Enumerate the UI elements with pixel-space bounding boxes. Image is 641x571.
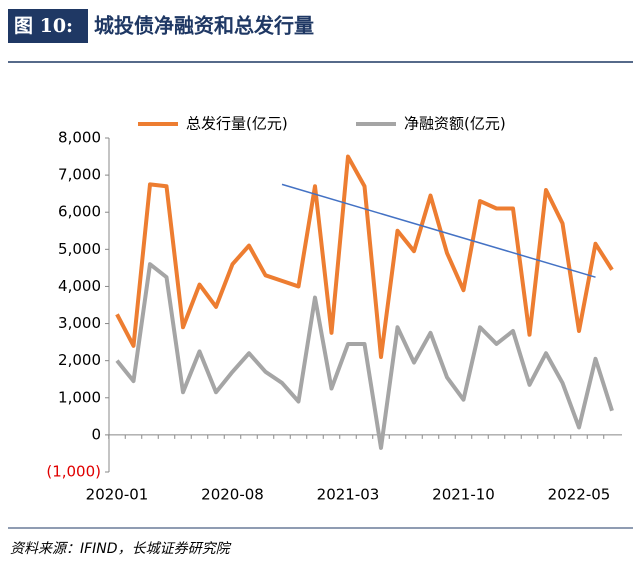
x-tick-label: 2022-05 — [548, 486, 611, 504]
legend-label: 净融资额(亿元) — [404, 115, 506, 133]
x-tick-label: 2020-08 — [201, 486, 264, 504]
figure-box — [8, 9, 88, 43]
chart-title: 城投债净融资和总发行量 — [94, 14, 314, 38]
y-tick-label: 7,000 — [58, 166, 101, 184]
y-tick-label: 2,000 — [58, 351, 101, 369]
legend-label: 总发行量(亿元) — [186, 115, 288, 133]
y-tick-label: 1,000 — [58, 388, 101, 406]
figure-label: 图 10: — [14, 15, 73, 37]
trendline — [281, 183, 596, 278]
y-tick-label: 6,000 — [58, 203, 101, 221]
y-tick-label: 0 — [91, 425, 101, 443]
series-line — [115, 262, 614, 450]
y-tick-label: 5,000 — [58, 240, 101, 258]
y-tick-label: (1,000) — [46, 463, 101, 481]
x-tick-label: 2021-03 — [317, 486, 380, 504]
source: 资料来源：IFIND，长城证券研究院 — [10, 541, 232, 557]
y-tick-label: 3,000 — [58, 314, 101, 332]
y-tick-label: 4,000 — [58, 277, 101, 295]
x-tick-label: 2021-10 — [432, 486, 495, 504]
series-line — [115, 154, 614, 359]
x-tick-label: 2020-01 — [86, 486, 149, 504]
y-tick-label: 8,000 — [58, 129, 101, 147]
